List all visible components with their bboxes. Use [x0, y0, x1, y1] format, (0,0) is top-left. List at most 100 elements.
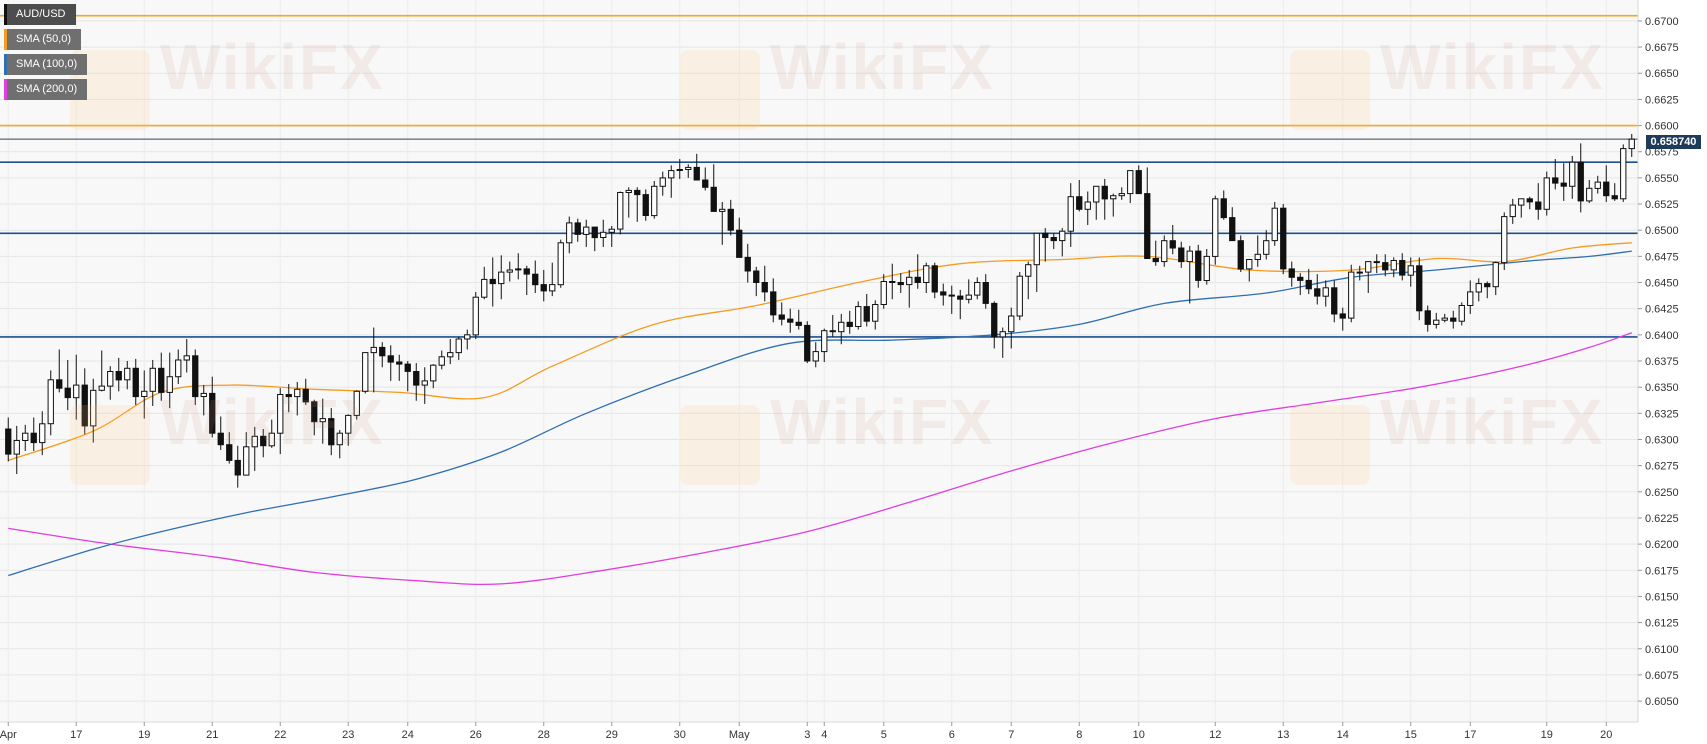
time-tick-label: 8: [1076, 729, 1082, 741]
candle: [22, 424, 29, 451]
candle: [532, 260, 539, 293]
time-tick-label: 17: [1464, 729, 1476, 741]
candle-body: [914, 276, 921, 283]
candle-body: [481, 278, 488, 298]
candle-body: [523, 268, 530, 275]
candle: [438, 350, 445, 370]
watermark-logo: [1290, 50, 1370, 130]
candle: [795, 309, 802, 330]
candle-body: [183, 355, 190, 361]
candle-body: [1169, 240, 1176, 249]
candle-body: [1101, 185, 1108, 200]
candle-body: [1399, 260, 1406, 276]
legend-item-sma50[interactable]: SMA (50,0): [4, 29, 82, 50]
legend: AUD/USD SMA (50,0) SMA (100,0) SMA (200,…: [4, 4, 88, 104]
candle-body: [770, 291, 777, 316]
candle: [1152, 240, 1159, 266]
candle-body: [1127, 170, 1134, 195]
candle-body: [1373, 261, 1380, 264]
candle: [1101, 178, 1108, 220]
candle: [481, 266, 488, 300]
candle-body: [829, 330, 836, 333]
candle-body: [693, 166, 700, 181]
candle: [940, 283, 947, 306]
candle-body: [1356, 271, 1363, 274]
candle: [107, 366, 114, 400]
candle: [1458, 302, 1465, 326]
candle-body: [47, 379, 54, 425]
candle: [413, 363, 420, 401]
candle-body: [1271, 207, 1278, 242]
candle-body: [1365, 261, 1372, 273]
legend-label: AUD/USD: [16, 8, 66, 20]
candle: [591, 226, 598, 252]
candle: [974, 277, 981, 300]
candle: [625, 187, 632, 218]
legend-label: SMA (100,0): [16, 58, 78, 70]
candle-body: [1152, 258, 1159, 263]
candle: [1118, 187, 1125, 200]
candle-body: [1526, 198, 1533, 203]
candle-body: [362, 352, 369, 392]
candle-body: [889, 281, 896, 283]
candle-body: [948, 294, 955, 297]
candle: [1161, 235, 1168, 267]
candle-body: [158, 367, 165, 393]
candle-body: [1322, 287, 1329, 297]
candle: [1008, 307, 1015, 349]
candle-body: [957, 295, 964, 300]
candle-body: [1314, 288, 1321, 297]
candle-body: [1484, 283, 1491, 288]
candle: [1594, 175, 1601, 194]
candle-body: [1161, 240, 1168, 263]
candle: [90, 378, 97, 443]
candle: [1254, 235, 1261, 267]
candle: [200, 385, 207, 416]
candle-body: [838, 321, 845, 333]
candle: [209, 376, 216, 438]
candle-body: [872, 304, 879, 322]
candle-body: [659, 177, 666, 187]
candle: [1025, 261, 1032, 300]
time-tick-label: 26: [470, 729, 482, 741]
time-tick-label: 14: [1337, 729, 1349, 741]
legend-label: SMA (50,0): [16, 33, 72, 45]
candle: [634, 187, 641, 222]
legend-item-sma200[interactable]: SMA (200,0): [4, 79, 88, 100]
candle-body: [625, 189, 632, 193]
candle-body: [1577, 161, 1584, 202]
candle-body: [863, 306, 870, 322]
candle: [277, 388, 284, 455]
legend-item-audusd[interactable]: AUD/USD: [4, 4, 76, 25]
candle-body: [574, 222, 581, 235]
candle: [982, 274, 989, 309]
price-tick-label: 0.6275: [1645, 461, 1679, 473]
candle: [1501, 212, 1508, 270]
candle: [1620, 144, 1627, 202]
candle: [1271, 201, 1278, 246]
candle-body: [1135, 170, 1142, 195]
candle-body: [549, 284, 556, 292]
candle: [897, 273, 904, 293]
candle: [600, 219, 607, 247]
candle-body: [940, 291, 947, 296]
candle-body: [56, 379, 63, 389]
candle: [73, 354, 80, 420]
candle-body: [1076, 196, 1083, 210]
candles: [5, 133, 1635, 488]
candle: [489, 257, 496, 307]
legend-item-sma100[interactable]: SMA (100,0): [4, 54, 88, 75]
candle-body: [387, 355, 394, 363]
candle: [1603, 165, 1610, 202]
candle-body: [634, 189, 641, 196]
candle-body: [345, 414, 352, 434]
price-tick-label: 0.6625: [1645, 94, 1679, 106]
candle-body: [710, 186, 717, 212]
candle-body: [702, 179, 709, 188]
candle: [1229, 207, 1236, 242]
candle-body: [1611, 195, 1618, 200]
candle-body: [506, 269, 513, 273]
watermark: WikiFX: [770, 31, 995, 103]
candle: [761, 265, 768, 302]
